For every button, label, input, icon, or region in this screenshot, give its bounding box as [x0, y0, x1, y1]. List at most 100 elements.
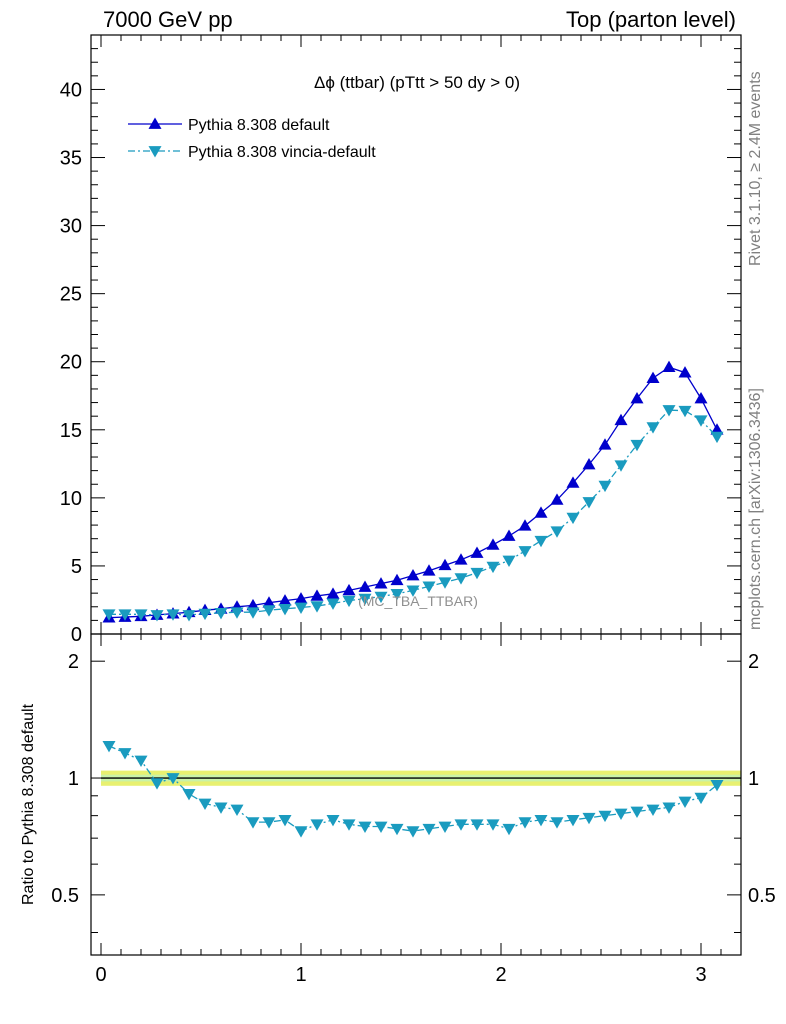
- main-point-pythia-8-308-vincia-default: [438, 577, 452, 589]
- ratio-point-pythia-8-308-vincia-default: [230, 804, 244, 816]
- main-point-pythia-8-308-default: [486, 538, 500, 550]
- legend-entry-label: Pythia 8.308 default: [188, 117, 330, 134]
- main-y-tick-label: 35: [60, 148, 82, 170]
- ratio-point-pythia-8-308-vincia-default: [438, 821, 452, 834]
- main-y-tick-label: 10: [60, 488, 82, 510]
- analysis-watermark: (MC_TBA_TTBAR): [358, 593, 478, 609]
- main-point-pythia-8-308-default: [614, 413, 628, 426]
- main-point-pythia-8-308-vincia-default: [150, 610, 164, 622]
- ratio-point-pythia-8-308-vincia-default: [678, 796, 692, 809]
- main-point-pythia-8-308-default: [326, 587, 340, 599]
- main-y-tick-label: 40: [60, 79, 82, 101]
- ratio-point-pythia-8-308-vincia-default: [278, 815, 292, 827]
- main-point-pythia-8-308-vincia-default: [166, 609, 180, 621]
- header-right-label: Top (parton level): [566, 7, 736, 32]
- ratio-point-pythia-8-308-vincia-default: [518, 817, 532, 829]
- main-point-pythia-8-308-default: [390, 573, 404, 586]
- main-point-pythia-8-308-default: [294, 592, 308, 604]
- main-point-pythia-8-308-vincia-default: [390, 588, 404, 601]
- main-series-line-pythia-8-308-vincia-default: [109, 409, 718, 616]
- ratio-point-pythia-8-308-vincia-default: [374, 821, 388, 834]
- main-point-pythia-8-308-default: [678, 366, 692, 378]
- ratio-point-pythia-8-308-vincia-default: [534, 815, 548, 827]
- ratio-point-pythia-8-308-vincia-default: [694, 792, 708, 805]
- main-point-pythia-8-308-default: [694, 391, 708, 404]
- main-point-pythia-8-308-vincia-default: [182, 610, 196, 622]
- ratio-point-pythia-8-308-vincia-default: [134, 755, 148, 767]
- main-point-pythia-8-308-vincia-default: [694, 415, 708, 427]
- main-point-pythia-8-308-vincia-default: [278, 603, 292, 616]
- ratio-point-pythia-8-308-vincia-default: [662, 802, 676, 814]
- ratio-point-pythia-8-308-vincia-default: [390, 823, 404, 836]
- ratio-point-pythia-8-308-vincia-default: [454, 819, 468, 831]
- ratio-point-pythia-8-308-vincia-default: [214, 802, 228, 814]
- x-tick-label: 1: [295, 964, 306, 986]
- ratio-point-pythia-8-308-vincia-default: [550, 817, 564, 829]
- main-point-pythia-8-308-default: [582, 458, 596, 470]
- main-point-pythia-8-308-default: [598, 438, 612, 450]
- ratio-point-pythia-8-308-vincia-default: [294, 826, 308, 838]
- main-point-pythia-8-308-default: [630, 391, 644, 404]
- main-point-pythia-8-308-vincia-default: [342, 595, 356, 608]
- ratio-point-pythia-8-308-vincia-default: [598, 810, 612, 823]
- main-point-pythia-8-308-vincia-default: [422, 581, 436, 593]
- main-point-pythia-8-308-vincia-default: [374, 591, 388, 604]
- ratio-point-pythia-8-308-vincia-default: [342, 819, 356, 831]
- main-point-pythia-8-308-vincia-default: [678, 405, 692, 418]
- main-point-pythia-8-308-default: [262, 596, 276, 608]
- ratio-point-pythia-8-308-vincia-default: [150, 778, 164, 790]
- main-point-pythia-8-308-default: [358, 580, 372, 592]
- main-y-tick-label: 30: [60, 216, 82, 238]
- ratio-y-tick-label-left: 0.5: [51, 885, 79, 907]
- ratio-point-pythia-8-308-vincia-default: [614, 808, 628, 821]
- main-point-pythia-8-308-default: [470, 546, 484, 558]
- main-point-pythia-8-308-vincia-default: [486, 561, 500, 574]
- main-point-pythia-8-308-vincia-default: [246, 607, 260, 619]
- ratio-point-pythia-8-308-vincia-default: [502, 823, 516, 836]
- ratio-series-line-pythia-8-308-vincia-default: [108, 745, 718, 832]
- main-point-pythia-8-308-default: [374, 577, 388, 589]
- main-point-pythia-8-308-vincia-default: [454, 573, 468, 585]
- main-point-pythia-8-308-vincia-default: [262, 605, 276, 617]
- ratio-y-tick-label-right: 0.5: [748, 885, 776, 907]
- main-y-tick-label: 0: [71, 624, 82, 646]
- main-point-pythia-8-308-vincia-default: [550, 526, 564, 538]
- main-point-pythia-8-308-default: [662, 360, 676, 373]
- legend-marker-0: [148, 117, 162, 129]
- main-point-pythia-8-308-vincia-default: [710, 431, 724, 444]
- main-point-pythia-8-308-vincia-default: [470, 567, 484, 580]
- main-point-pythia-8-308-vincia-default: [630, 439, 644, 452]
- main-point-pythia-8-308-vincia-default: [214, 608, 228, 620]
- main-point-pythia-8-308-vincia-default: [646, 422, 660, 434]
- main-point-pythia-8-308-default: [310, 589, 324, 601]
- main-point-pythia-8-308-default: [422, 564, 436, 576]
- x-tick-label: 3: [695, 964, 706, 986]
- main-point-pythia-8-308-default: [550, 493, 564, 505]
- ratio-point-pythia-8-308-vincia-default: [582, 812, 596, 825]
- ratio-point-pythia-8-308-vincia-default: [198, 798, 212, 810]
- x-tick-label: 0: [95, 964, 106, 986]
- ratio-y-tick-label-left: 1: [68, 768, 79, 790]
- ratio-y-tick-label-right: 1: [748, 768, 759, 790]
- header-left-label: 7000 GeV pp: [103, 7, 233, 32]
- main-y-tick-label: 5: [71, 556, 82, 578]
- x-tick-label: 2: [495, 964, 506, 986]
- ratio-point-pythia-8-308-vincia-default: [246, 817, 260, 829]
- ratio-point-pythia-8-308-vincia-default: [166, 773, 180, 785]
- main-point-pythia-8-308-default: [502, 529, 516, 541]
- ratio-y-tick-label-left: 2: [68, 651, 79, 673]
- legend-entry-label: Pythia 8.308 vincia-default: [188, 144, 376, 161]
- ratio-point-pythia-8-308-vincia-default: [630, 806, 644, 818]
- main-point-pythia-8-308-vincia-default: [310, 601, 324, 613]
- ratio-y-tick-label-right: 2: [748, 651, 759, 673]
- main-point-pythia-8-308-vincia-default: [198, 608, 212, 621]
- main-point-pythia-8-308-default: [566, 476, 580, 488]
- ratio-point-pythia-8-308-vincia-default: [102, 741, 116, 753]
- main-point-pythia-8-308-default: [534, 506, 548, 518]
- main-point-pythia-8-308-default: [454, 553, 468, 565]
- main-point-pythia-8-308-vincia-default: [502, 555, 516, 567]
- main-point-pythia-8-308-vincia-default: [326, 598, 340, 610]
- legend-marker-1: [148, 146, 162, 158]
- main-chart-title: Δϕ (ttbar) (pTtt > 50 dy > 0): [314, 73, 520, 92]
- ratio-point-pythia-8-308-vincia-default: [646, 804, 660, 816]
